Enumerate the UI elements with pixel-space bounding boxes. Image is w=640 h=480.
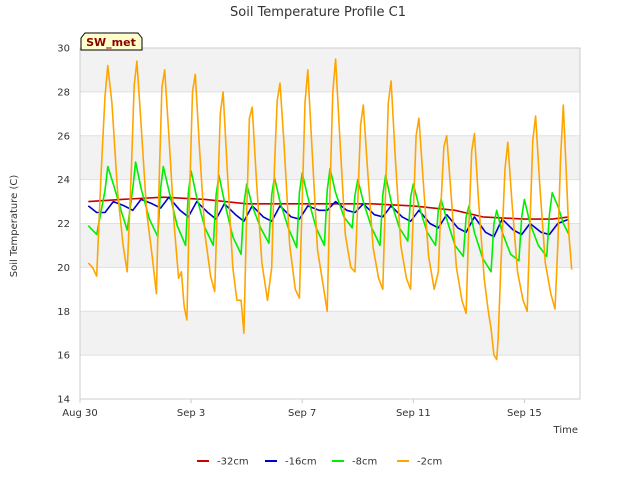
legend: -32cm -16cm -8cm -2cm (197, 457, 442, 468)
legend-label: -8cm (352, 457, 377, 468)
series-line-2cm (87, 58, 573, 361)
x-tick-label: Sep 3 (177, 408, 205, 419)
x-tick-label: Sep 7 (288, 408, 316, 419)
y-tick-label: 22 (57, 219, 70, 230)
grid-bands (80, 48, 580, 356)
grid-band (80, 311, 580, 356)
y-tick-label: 30 (57, 44, 70, 55)
series-layer (87, 58, 573, 361)
legend-label: -32cm (217, 457, 249, 468)
legend-label: -2cm (417, 457, 442, 468)
plot-area (79, 47, 581, 400)
legend-item-32cm: -32cm (197, 457, 249, 468)
y-axis-title: Soil Temperature (C) (9, 175, 20, 278)
grid-band (80, 48, 580, 92)
y-tick-label: 24 (57, 175, 70, 186)
y-tick-label: 18 (57, 307, 70, 318)
series-line-16cm (87, 196, 570, 238)
legend-item-2cm: -2cm (397, 457, 442, 468)
x-tick-label: Sep 11 (396, 408, 431, 419)
x-tick-label: Aug 30 (62, 408, 97, 419)
y-tick-label: 20 (57, 263, 70, 274)
y-tick-label: 26 (57, 131, 70, 142)
legend-item-16cm: -16cm (265, 457, 317, 468)
station-badge-label: SW_met (86, 36, 136, 49)
legend-label: -16cm (285, 457, 317, 468)
x-tick-label: Sep 15 (507, 408, 542, 419)
legend-item-8cm: -8cm (332, 457, 377, 468)
y-axis-ticks: 14 16 18 20 22 24 26 28 30 (57, 44, 70, 406)
station-badge-box (80, 32, 143, 51)
x-axis-title: Time (553, 425, 578, 436)
y-tick-label: 28 (57, 87, 70, 98)
x-axis-ticks: Aug 30 Sep 3 Sep 7 Sep 11 Sep 15 (62, 399, 542, 419)
y-tick-label: 14 (57, 395, 70, 406)
station-badge: SW_met (80, 32, 143, 51)
y-tick-label: 16 (57, 351, 70, 362)
chart-title: Soil Temperature Profile C1 (230, 5, 406, 20)
